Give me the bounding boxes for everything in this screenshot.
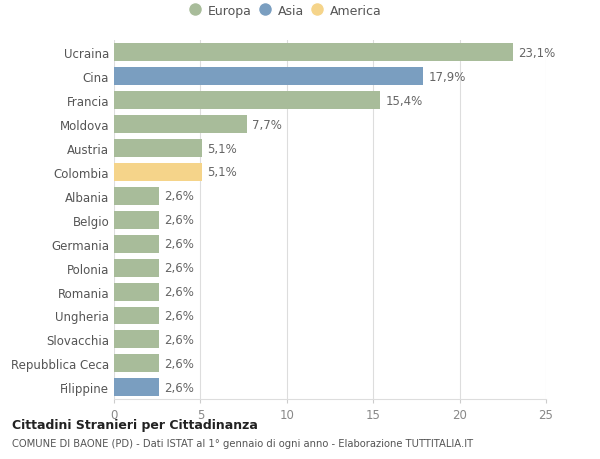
Bar	[114, 187, 159, 205]
Bar	[114, 259, 159, 277]
Legend: Europa, Asia, America: Europa, Asia, America	[188, 1, 386, 22]
Bar	[114, 92, 380, 110]
Bar	[114, 68, 424, 86]
Text: COMUNE DI BAONE (PD) - Dati ISTAT al 1° gennaio di ogni anno - Elaborazione TUTT: COMUNE DI BAONE (PD) - Dati ISTAT al 1° …	[12, 438, 473, 448]
Bar	[114, 283, 159, 301]
Text: 2,6%: 2,6%	[164, 285, 194, 298]
Text: 2,6%: 2,6%	[164, 190, 194, 203]
Bar	[114, 307, 159, 325]
Text: 5,1%: 5,1%	[208, 166, 237, 179]
Text: 2,6%: 2,6%	[164, 333, 194, 346]
Text: 5,1%: 5,1%	[208, 142, 237, 155]
Bar	[114, 44, 513, 62]
Text: 23,1%: 23,1%	[518, 47, 556, 60]
Bar	[114, 116, 247, 134]
Text: Cittadini Stranieri per Cittadinanza: Cittadini Stranieri per Cittadinanza	[12, 418, 258, 431]
Text: 2,6%: 2,6%	[164, 238, 194, 251]
Text: 15,4%: 15,4%	[385, 95, 422, 107]
Text: 7,7%: 7,7%	[252, 118, 282, 131]
Bar	[114, 378, 159, 396]
Bar	[114, 140, 202, 157]
Text: 2,6%: 2,6%	[164, 214, 194, 227]
Bar	[114, 235, 159, 253]
Text: 2,6%: 2,6%	[164, 309, 194, 322]
Bar	[114, 164, 202, 181]
Bar	[114, 330, 159, 349]
Text: 2,6%: 2,6%	[164, 381, 194, 394]
Text: 17,9%: 17,9%	[428, 71, 466, 84]
Bar	[114, 354, 159, 373]
Text: 2,6%: 2,6%	[164, 357, 194, 370]
Bar	[114, 211, 159, 229]
Text: 2,6%: 2,6%	[164, 262, 194, 274]
